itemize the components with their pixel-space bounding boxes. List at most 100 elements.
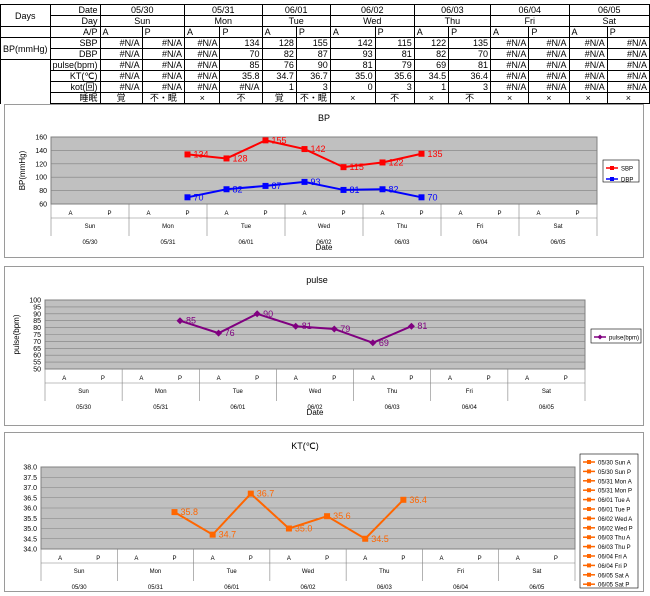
date-header: 06/03: [413, 4, 492, 16]
ap-header: P: [141, 26, 186, 38]
chart-title: pulse: [306, 275, 328, 285]
x-tick-day: Tue: [227, 569, 238, 575]
row-label-day: Day: [49, 15, 101, 27]
table-cell: 155: [295, 37, 331, 49]
legend-marker: [597, 334, 603, 340]
ap-header: P: [295, 26, 331, 38]
x-tick-ap: P: [575, 211, 579, 217]
table-cell: 35.0: [329, 70, 376, 82]
x-axis-label: Date: [316, 243, 333, 252]
legend-marker: [587, 544, 591, 549]
blank-cell: [0, 81, 51, 93]
x-tick-day: Sat: [553, 224, 562, 230]
x-tick-date: 06/02: [307, 405, 323, 411]
y-tick-label: 38.0: [23, 465, 37, 472]
blank-cell: [0, 92, 51, 104]
table-cell: #N/A: [141, 59, 186, 71]
legend-marker: [587, 554, 591, 558]
data-point: [340, 164, 347, 171]
legend-label: 05/30 Sun A: [598, 461, 631, 467]
data-label: 35.6: [333, 511, 351, 521]
x-tick-ap: A: [371, 376, 375, 382]
data-label: 34.5: [371, 534, 389, 544]
table-cell: 81: [329, 59, 376, 71]
table-cell: #N/A: [141, 37, 186, 49]
data-label: 90: [263, 309, 273, 319]
x-tick-day: Thu: [387, 389, 397, 395]
x-tick-day: Fri: [477, 224, 484, 230]
y-tick-label: 36.5: [23, 495, 37, 502]
x-tick-ap: A: [146, 211, 150, 217]
x-tick-ap: P: [249, 556, 253, 562]
table-cell: 34.7: [261, 70, 297, 82]
blank-cell: [0, 70, 51, 82]
data-point: [285, 525, 292, 532]
data-point: [184, 194, 191, 201]
data-label: 135: [428, 149, 443, 159]
x-tick-ap: A: [448, 376, 452, 382]
x-tick-day: Mon: [155, 389, 167, 395]
data-label: 82: [233, 184, 243, 194]
x-tick-day: Fri: [466, 389, 473, 395]
legend-label: 06/05 Sat P: [598, 583, 629, 589]
data-label: 70: [428, 192, 438, 202]
x-tick-ap: A: [58, 556, 62, 562]
day-header: Fri: [490, 15, 570, 27]
data-label: 134: [194, 149, 209, 159]
table-cell: #N/A: [528, 70, 570, 82]
y-tick-label: 60: [39, 202, 47, 209]
ap-header: A: [184, 26, 221, 38]
y-tick-label: 80: [33, 325, 41, 332]
ap-header: A: [413, 26, 450, 38]
legend-label: 06/01 Tue A: [598, 498, 630, 504]
table-cell: 35.8: [219, 70, 263, 82]
y-tick-label: 95: [33, 304, 41, 311]
data-point: [301, 146, 308, 153]
table-cell: 不: [374, 92, 415, 104]
x-tick-day: Tue: [241, 224, 252, 230]
x-tick-ap: A: [68, 211, 72, 217]
table-cell: 76: [261, 59, 297, 71]
data-label: 142: [311, 144, 326, 154]
table-cell: 0: [329, 81, 376, 93]
legend-marker: [587, 563, 591, 568]
y-tick-label: 140: [35, 148, 47, 155]
table-cell: 3: [295, 81, 331, 93]
y-tick-label: 36.0: [23, 506, 37, 513]
table-cell: #N/A: [99, 59, 143, 71]
x-tick-date: 06/03: [394, 240, 410, 246]
legend-marker: [587, 507, 591, 511]
x-tick-day: Sat: [532, 569, 541, 575]
y-tick-label: 160: [35, 135, 47, 142]
legend-label: DBP: [621, 178, 633, 184]
x-tick-ap: P: [96, 556, 100, 562]
x-tick-ap: P: [419, 211, 423, 217]
table-cell: 81: [374, 48, 415, 60]
table-cell: #N/A: [184, 70, 221, 82]
data-label: 81: [350, 185, 360, 195]
table-cell: 135: [448, 37, 492, 49]
x-tick-date: 06/01: [230, 405, 246, 411]
table-cell: #N/A: [141, 48, 186, 60]
date-header: 05/31: [184, 4, 263, 16]
table-cell: #N/A: [528, 81, 570, 93]
x-tick-day: Sun: [78, 389, 89, 395]
table-cell: #N/A: [528, 59, 570, 71]
legend-label: 06/05 Sat A: [598, 573, 629, 579]
y-tick-label: 35.5: [23, 516, 37, 523]
x-tick-ap: P: [401, 556, 405, 562]
table-cell: #N/A: [490, 37, 530, 49]
table-cell: 90: [295, 59, 331, 71]
y-tick-label: 37.0: [23, 485, 37, 492]
x-tick-ap: A: [62, 376, 66, 382]
row-label-sbp: SBP: [49, 37, 101, 49]
data-point: [247, 490, 254, 497]
data-label: 69: [379, 338, 389, 348]
day-header: Sun: [99, 15, 186, 27]
table-cell: #N/A: [528, 37, 570, 49]
table-cell: 79: [374, 59, 415, 71]
data-point: [301, 178, 308, 185]
row-label-kot: kot(回): [49, 81, 101, 93]
x-tick-date: 06/05: [550, 240, 566, 246]
data-point: [340, 186, 347, 193]
